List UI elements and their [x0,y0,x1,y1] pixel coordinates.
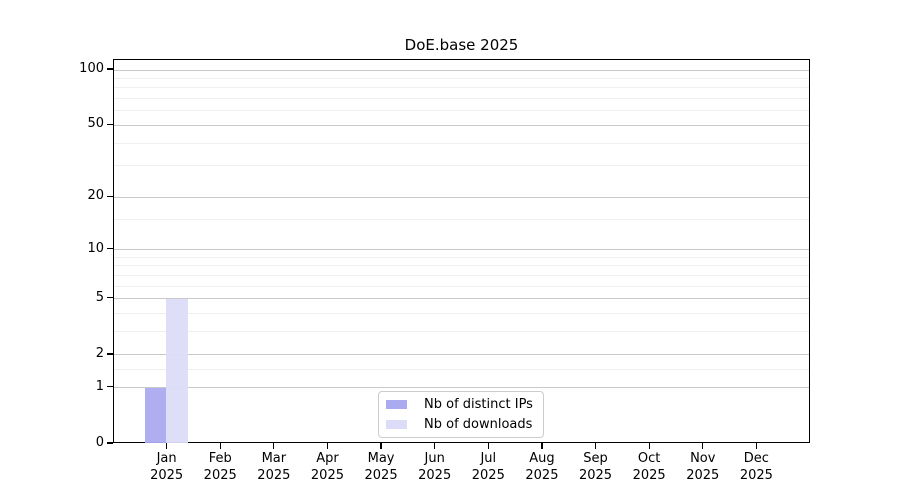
gridline-minor-15 [114,218,809,220]
y-tick-label-5: 5 [95,289,104,305]
x-tick-label-jan: Jan 2025 [150,451,184,483]
gridline-major-5 [114,298,809,300]
y-tick-100 [107,68,113,70]
x-tick-label-oct: Oct 2025 [632,451,666,483]
legend-swatch-distinct-ips [386,400,407,409]
x-tick-label-aug: Aug 2025 [525,451,559,483]
y-tick-label-100: 100 [79,61,104,76]
y-tick-1 [107,386,113,388]
gridline-minor-6 [114,285,809,287]
gridline-minor-7 [114,274,809,276]
x-tick-label-apr: Apr 2025 [310,451,344,483]
gridline-minor-9 [114,256,809,258]
x-tick-feb [219,443,221,449]
x-tick-jul [487,443,489,449]
x-tick-label-dec: Dec 2025 [739,451,773,483]
gridline-minor-1.5 [114,369,809,371]
legend-swatch-downloads [386,420,407,429]
x-tick-label-feb: Feb 2025 [203,451,237,483]
y-tick-0 [107,442,113,444]
y-tick-label-0: 0 [95,435,104,450]
gridline-major-100 [114,69,809,71]
y-tick-50 [107,123,113,126]
gridline-major-1 [114,387,809,389]
gridline-minor-30 [114,165,809,167]
x-tick-label-nov: Nov 2025 [686,451,720,483]
x-tick-aug [541,443,543,449]
y-tick-label-20: 20 [87,188,104,204]
gridline-minor-70 [114,98,809,100]
y-tick-10 [107,248,113,250]
gridline-minor-8 [114,265,809,267]
legend: Nb of distinct IPs Nb of downloads [378,391,544,438]
y-tick-20 [107,195,113,197]
x-tick-nov [702,443,704,449]
gridline-minor-80 [114,87,809,89]
gridline-major-2 [114,354,809,356]
x-tick-oct [648,443,650,449]
legend-label-distinct-ips: Nb of distinct IPs [424,397,533,412]
y-tick-label-1: 1 [95,378,104,394]
x-tick-apr [326,443,329,449]
y-tick-label-10: 10 [87,240,104,256]
chart-title: DoE.base 2025 [404,36,519,54]
plot-area [113,59,810,443]
y-tick-label-50: 50 [87,116,104,132]
x-tick-jun [434,443,436,449]
gridline-minor-60 [114,110,809,112]
y-tick-label-2: 2 [95,345,104,361]
legend-label-downloads: Nb of downloads [424,417,533,432]
x-tick-may [380,443,382,449]
legend-item-downloads: Nb of downloads [386,416,535,433]
x-tick-label-jun: Jun 2025 [418,451,452,483]
x-tick-jan [165,443,168,449]
x-tick-label-may: May 2025 [364,451,398,483]
gridline-major-20 [114,196,809,198]
gridline-minor-4 [114,313,809,315]
legend-item-distinct-ips: Nb of distinct IPs [386,396,535,413]
gridline-minor-90 [114,77,809,79]
gridline-major-10 [114,249,809,251]
bar-downloads-jan [166,298,188,443]
gridline-minor-3 [114,331,809,333]
x-tick-label-mar: Mar 2025 [257,451,291,483]
y-tick-2 [107,353,113,355]
bar-distinct-ips-jan [144,387,167,443]
x-tick-mar [273,443,275,449]
x-tick-sep [594,443,597,449]
x-tick-label-jul: Jul 2025 [471,451,505,483]
gridline-minor-40 [114,142,809,144]
gridline-major-50 [114,124,809,126]
y-tick-5 [107,297,113,299]
x-tick-label-sep: Sep 2025 [578,451,613,483]
x-tick-dec [755,443,758,449]
